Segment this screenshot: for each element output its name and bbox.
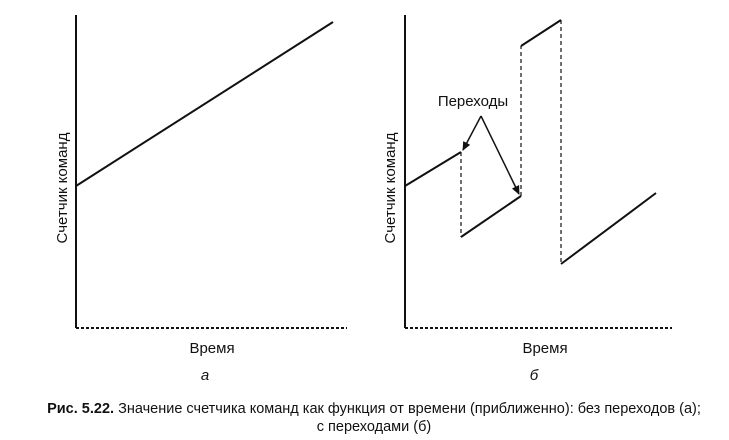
panel-a: Счетчик команд Время а — [54, 15, 347, 384]
panel-b-arrow-1 — [462, 115, 482, 151]
panel-b-x-label: Время — [522, 340, 567, 357]
panel-b-segment-2 — [460, 195, 522, 238]
panel-b-segment-1 — [404, 151, 462, 187]
caption-text: Значение счетчика команд как функция от … — [118, 401, 701, 435]
panel-a-pc-line — [75, 21, 334, 187]
panel-b-segment-4 — [560, 192, 657, 265]
panel-a-x-label: Время — [189, 340, 234, 357]
panel-b-y-label: Счетчик команд — [382, 132, 399, 243]
panel-b-sublabel: б — [530, 367, 539, 384]
figure-caption: Рис. 5.22. Значение счетчика команд как … — [44, 400, 704, 436]
panel-b-annotation: Переходы — [438, 93, 508, 110]
panel-b: Переходы Счетчик команд Время б — [382, 15, 672, 384]
panel-b-segment-3 — [520, 19, 562, 47]
panel-a-sublabel: а — [201, 367, 209, 384]
caption-number: Рис. 5.22. — [47, 401, 115, 417]
panel-b-arrow-2 — [480, 115, 520, 195]
panel-a-y-label: Счетчик команд — [54, 132, 71, 243]
figure: Счетчик команд Время а Переходы Счетчик … — [54, 15, 672, 384]
